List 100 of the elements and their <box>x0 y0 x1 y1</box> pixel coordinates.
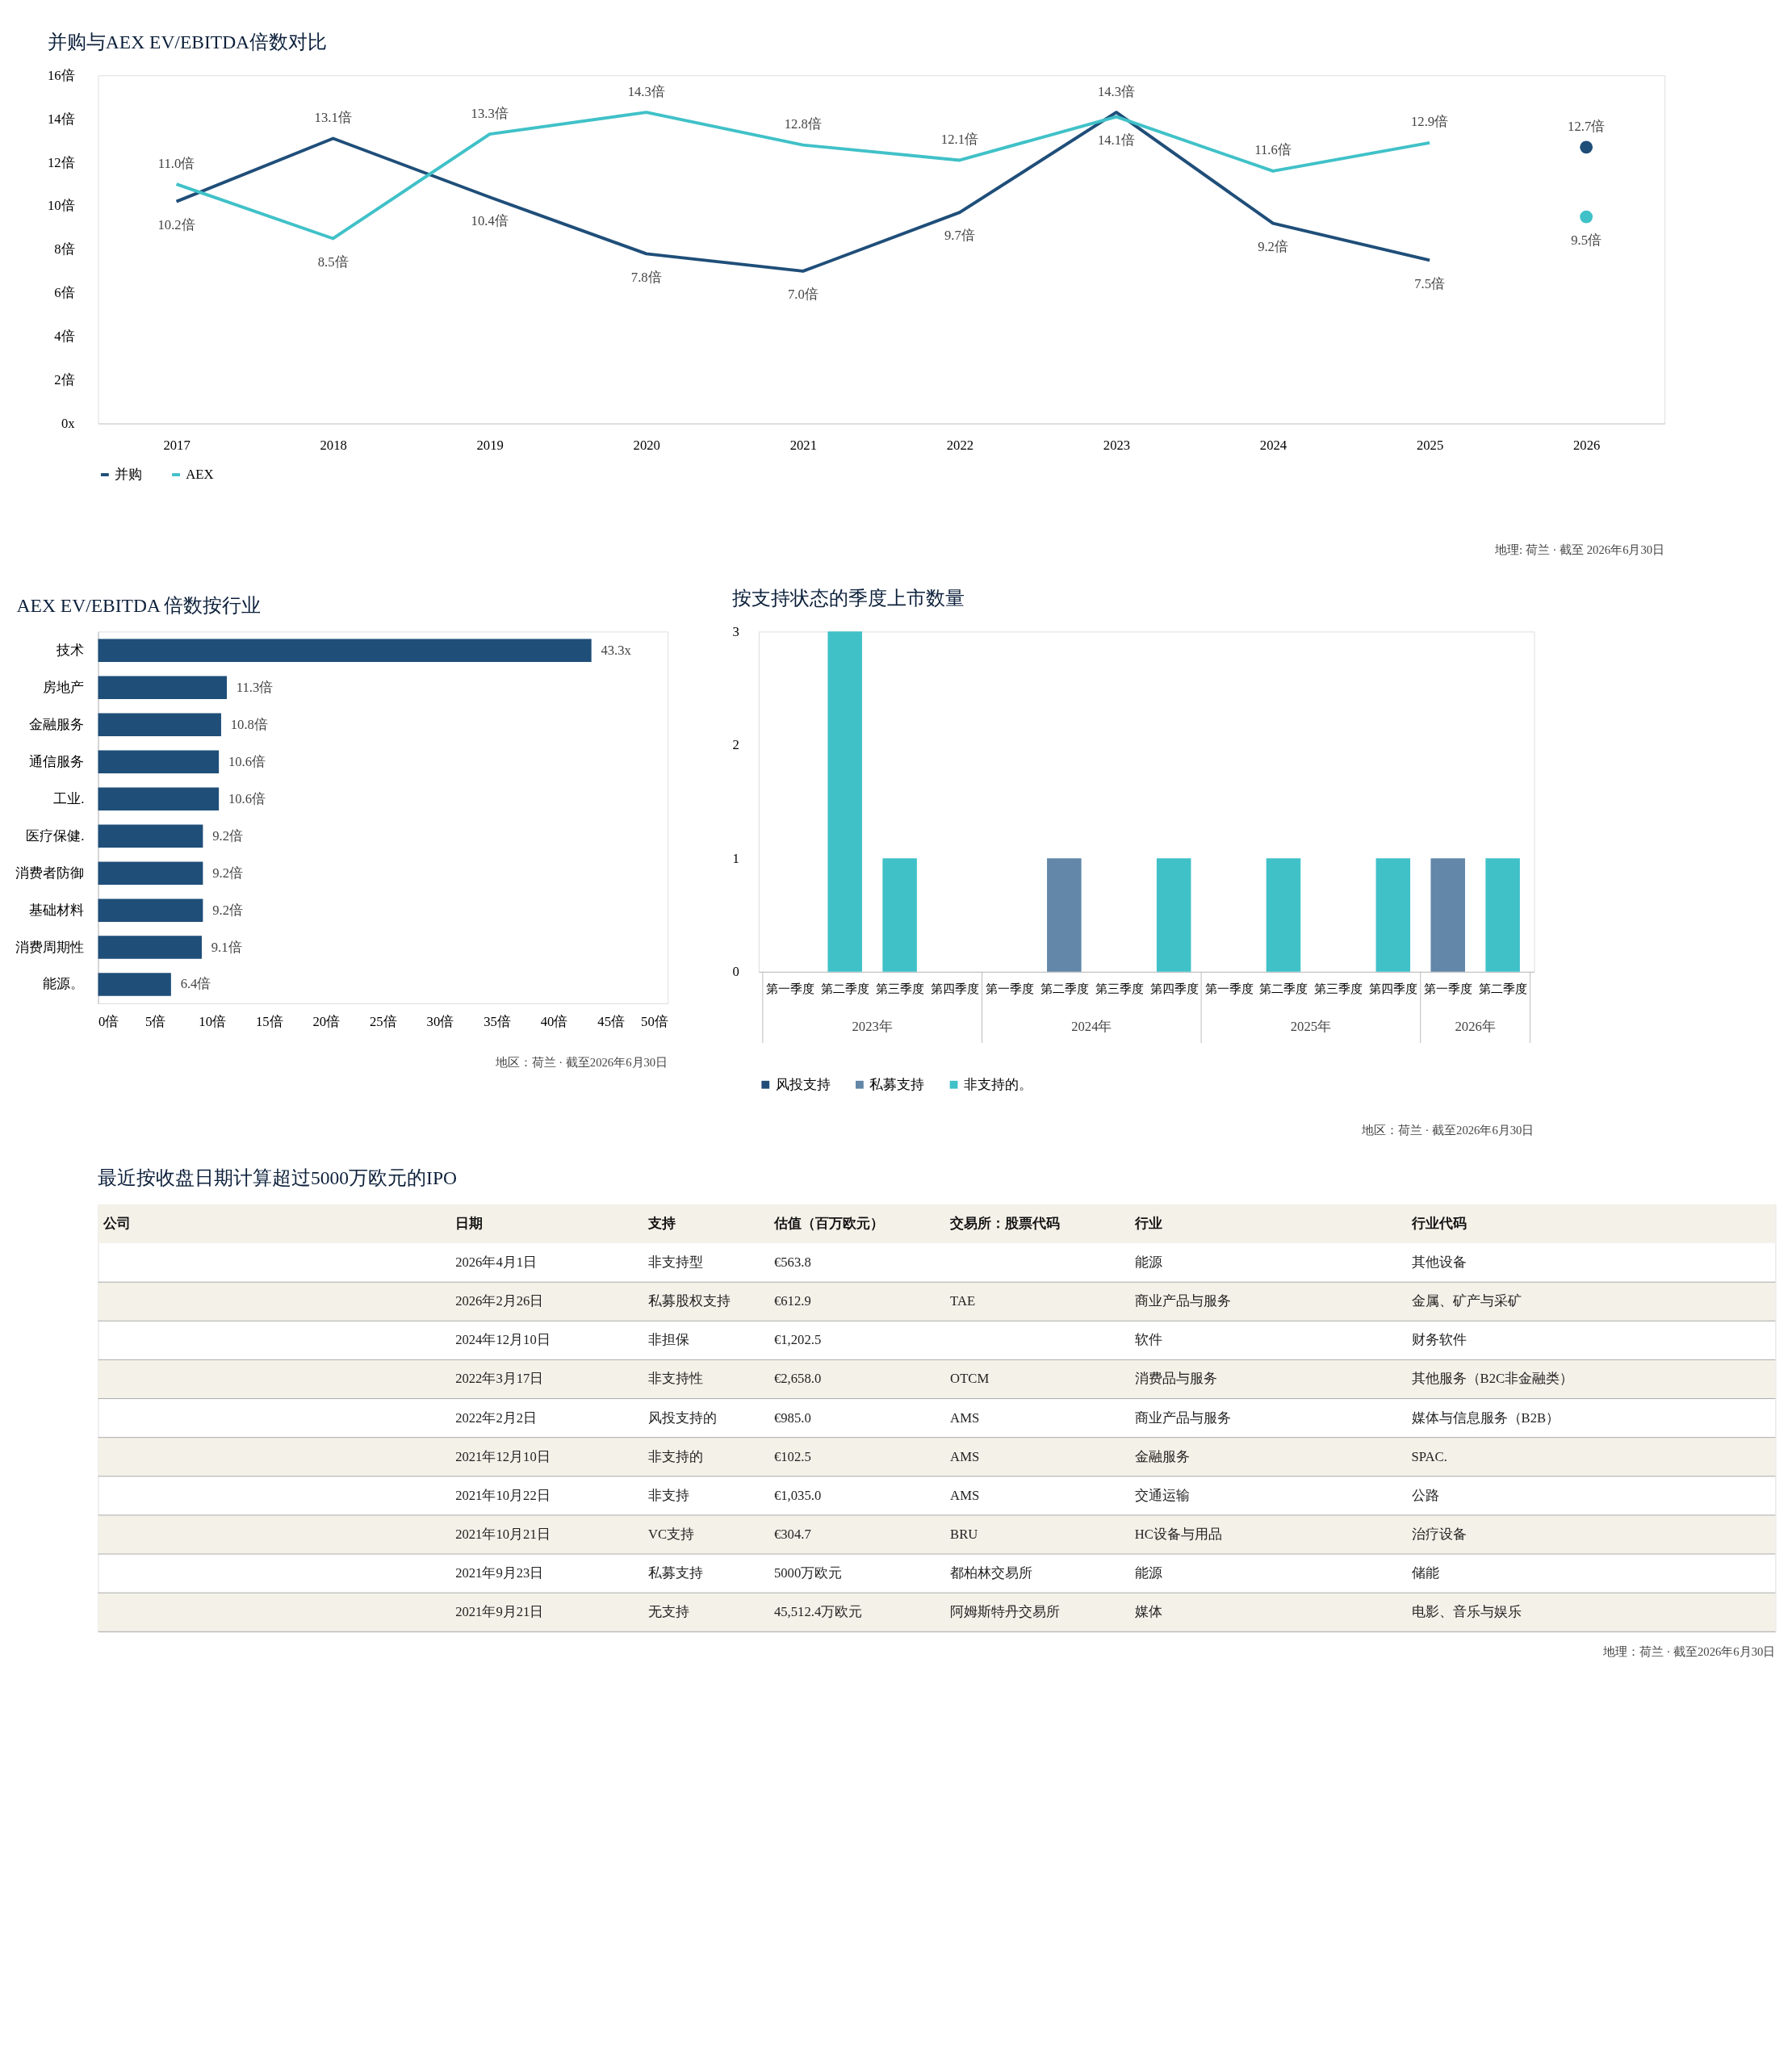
text: 2022年3月17日 <box>455 1371 544 1387</box>
category-label: 交易所：股票代码 <box>949 1215 1061 1231</box>
category-label: 行业代码 <box>1410 1215 1467 1231</box>
y-tick-label: 技术 <box>56 642 85 658</box>
x-tick-label: 第一季度 <box>1424 982 1473 995</box>
x-tick-label: 2021 <box>789 438 817 454</box>
data-label: 13.3倍 <box>471 105 509 121</box>
x-tick-label: 2026 <box>1573 438 1601 454</box>
text: 地区：荷兰 · 截至2026年6月30日 <box>494 1056 668 1070</box>
text: 金融服务 <box>1134 1448 1190 1464</box>
text: 2021年10月22日 <box>455 1487 551 1503</box>
legend-label: 风投支持 <box>775 1076 831 1092</box>
text: 无支持 <box>648 1604 690 1620</box>
data-label: 12.7倍 <box>1568 118 1606 134</box>
text: 阿姆斯特丹交易所 <box>950 1604 1061 1620</box>
x-tick-label: 2024 <box>1259 438 1287 454</box>
x-tick-label: 5倍 <box>144 1013 166 1029</box>
text: €1,035.0 <box>773 1487 822 1503</box>
text: 2021年9月21日 <box>455 1604 544 1620</box>
text: 都柏林交易所 <box>950 1564 1033 1581</box>
data-label: 13.1倍 <box>314 109 352 125</box>
data-label: 6.4倍 <box>180 976 211 992</box>
text: 商业产品与服务 <box>1134 1293 1231 1309</box>
text: 储能 <box>1411 1564 1439 1581</box>
y-tick-label: 工业. <box>53 790 85 806</box>
bar <box>98 973 171 996</box>
x-tick-label: 30倍 <box>426 1013 454 1029</box>
text: 商业产品与服务 <box>1134 1409 1231 1426</box>
x-tick-label: 10倍 <box>199 1013 226 1029</box>
text: 地区：荷兰 · 截至2026年6月30日 <box>1360 1123 1535 1137</box>
text: 电影、音乐与娱乐 <box>1411 1604 1522 1620</box>
x-tick-label: 第三季度 <box>876 982 925 995</box>
text: 私募股权支持 <box>648 1293 731 1309</box>
data-label: 43.3x <box>601 642 632 658</box>
bar <box>98 787 220 810</box>
bar <box>98 898 203 922</box>
text: AMS <box>950 1409 980 1426</box>
bar <box>98 824 203 848</box>
bar <box>98 750 220 773</box>
text: 2023年 <box>852 1019 893 1035</box>
data-label: 10.8倍 <box>230 716 268 732</box>
category-label: 估值（百万欧元） <box>772 1215 884 1231</box>
text: OTCM <box>950 1371 990 1387</box>
data-label: 9.2倍 <box>212 827 243 844</box>
x-tick-label: 40倍 <box>540 1013 568 1029</box>
text: 非支持型 <box>648 1254 704 1271</box>
text: 2021年12月10日 <box>455 1448 551 1464</box>
text: 2022年2月2日 <box>455 1409 538 1426</box>
legend-label: 非支持的。 <box>963 1076 1032 1092</box>
y-tick-label: 6倍 <box>54 285 75 301</box>
text: €304.7 <box>773 1526 811 1542</box>
bar <box>98 936 202 959</box>
chart-title: 并购与AEX EV/EBITDA倍数对比 <box>47 31 328 53</box>
y-tick-label: 8倍 <box>54 241 75 258</box>
text: SPAC. <box>1411 1448 1447 1464</box>
legend-label: 并购 <box>115 466 143 482</box>
text: €563.8 <box>773 1254 811 1271</box>
chart-title: AEX EV/EBITDA 倍数按行业 <box>16 594 262 616</box>
x-tick-label: 2022 <box>946 438 974 454</box>
data-label: 9.1倍 <box>211 939 242 955</box>
x-tick-label: 第四季度 <box>1369 982 1418 995</box>
text: BRU <box>950 1526 978 1542</box>
text: AMS <box>950 1448 980 1464</box>
text: €985.0 <box>773 1409 811 1426</box>
text: €102.5 <box>773 1448 811 1464</box>
x-tick-label: 0倍 <box>98 1013 119 1029</box>
bar <box>98 676 228 700</box>
text: 私募支持 <box>648 1564 704 1581</box>
text: 能源 <box>1134 1564 1162 1581</box>
y-tick-label: 12倍 <box>47 154 75 170</box>
data-label: 7.0倍 <box>787 287 819 303</box>
y-tick-label: 1 <box>732 850 739 866</box>
y-tick-label: 消费者防御 <box>15 865 85 881</box>
text: AMS <box>950 1487 980 1503</box>
text: 公路 <box>1411 1487 1439 1503</box>
text: 2026年2月26日 <box>455 1293 544 1309</box>
data-label: 7.8倍 <box>630 269 662 285</box>
y-tick-label: 金融服务 <box>29 716 85 732</box>
y-tick-label: 通信服务 <box>29 753 85 769</box>
text: 媒体 <box>1134 1604 1162 1620</box>
text: 5000万欧元 <box>773 1564 843 1581</box>
chart-title: 按支持状态的季度上市数量 <box>732 588 965 609</box>
x-tick-label: 第二季度 <box>1479 982 1528 995</box>
y-tick-label: 3 <box>732 623 739 639</box>
bar <box>98 861 203 885</box>
x-tick-label: 第一季度 <box>985 982 1034 995</box>
x-tick-label: 第二季度 <box>1040 982 1089 995</box>
y-tick-label: 16倍 <box>47 67 75 83</box>
text: €1,202.5 <box>773 1332 822 1348</box>
y-tick-label: 4倍 <box>54 329 75 345</box>
data-label: 7.5倍 <box>1414 275 1446 291</box>
y-tick-label: 2 <box>732 737 739 753</box>
y-tick-label: 2倍 <box>54 372 75 388</box>
text: 2024年 <box>1071 1019 1112 1035</box>
data-label: 11.0倍 <box>157 155 195 171</box>
data-label: 10.6倍 <box>228 790 266 806</box>
text: €612.9 <box>773 1293 811 1309</box>
data-label: 14.3倍 <box>1097 83 1136 99</box>
legend-label: 私募支持 <box>869 1076 925 1092</box>
y-tick-label: 10倍 <box>47 198 75 214</box>
